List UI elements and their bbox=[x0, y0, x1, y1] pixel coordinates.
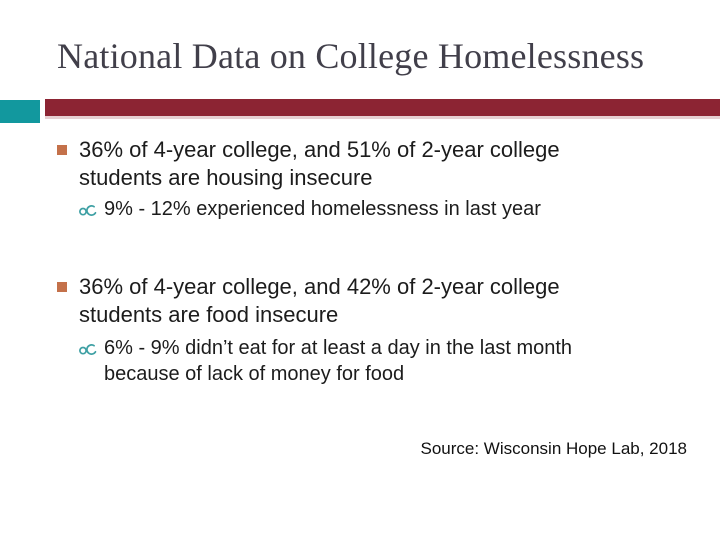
title-rule-bar bbox=[45, 99, 720, 116]
bullet-item-food: 36% of 4-year college, and 42% of 2-year… bbox=[57, 273, 601, 329]
loop-arrow-bullet-icon bbox=[79, 205, 97, 216]
bullet-item-housing: 36% of 4-year college, and 51% of 2-year… bbox=[57, 136, 601, 192]
sub-bullet-text-food: 6% - 9% didn’t eat for at least a day in… bbox=[104, 337, 573, 385]
loop-arrow-bullet-icon bbox=[79, 344, 97, 355]
title-rule-shadow bbox=[45, 116, 720, 119]
square-bullet-icon bbox=[57, 145, 67, 155]
source-citation: Source: Wisconsin Hope Lab, 2018 bbox=[420, 439, 688, 458]
bullet-text-food: 36% of 4-year college, and 42% of 2-year… bbox=[79, 274, 560, 327]
title-rule-accent-block bbox=[0, 100, 40, 123]
page-title: National Data on College Homelessness bbox=[57, 36, 645, 76]
sub-bullet-item-homelessness: 9% - 12% experienced homelessness in las… bbox=[78, 196, 649, 222]
bullet-text-housing: 36% of 4-year college, and 51% of 2-year… bbox=[79, 137, 560, 190]
square-bullet-icon bbox=[57, 282, 67, 292]
sub-bullet-item-food: 6% - 9% didn’t eat for at least a day in… bbox=[78, 335, 649, 387]
sub-bullet-text-homelessness: 9% - 12% experienced homelessness in las… bbox=[104, 198, 541, 220]
